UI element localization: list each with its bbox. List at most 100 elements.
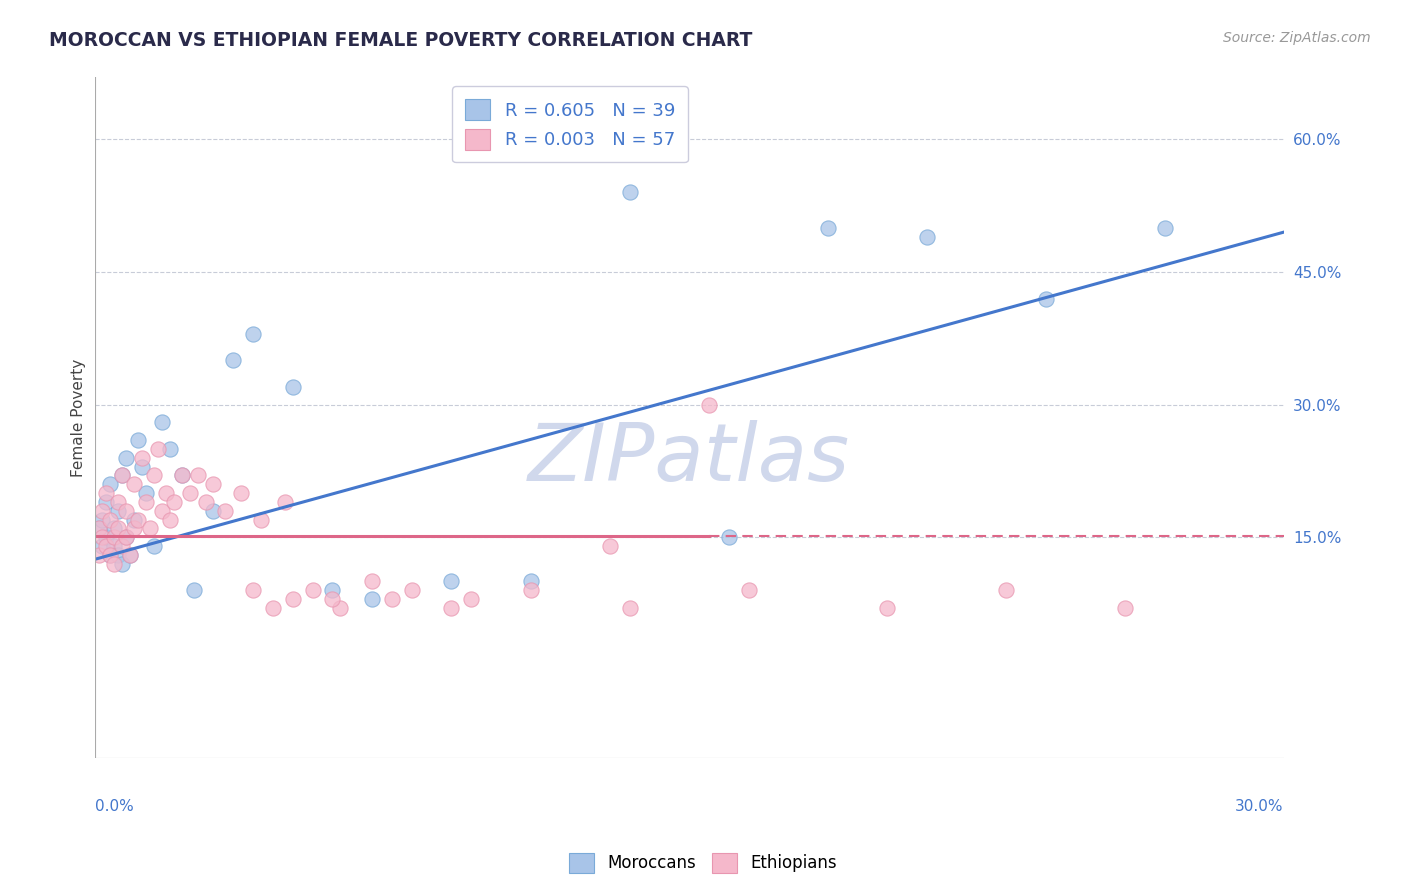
- Point: [96, 539, 118, 553]
- Point: [242, 583, 264, 598]
- Point: [122, 521, 145, 535]
- Point: [107, 548, 129, 562]
- Text: MOROCCAN VS ETHIOPIAN FEMALE POVERTY CORRELATION CHART: MOROCCAN VS ETHIOPIAN FEMALE POVERTY COR…: [49, 31, 752, 50]
- Point: [361, 574, 384, 589]
- Point: [96, 486, 118, 500]
- Point: [159, 512, 181, 526]
- Point: [111, 557, 134, 571]
- Point: [155, 486, 177, 500]
- Point: [103, 557, 125, 571]
- Text: 30.0%: 30.0%: [1234, 799, 1284, 814]
- Point: [170, 468, 193, 483]
- Point: [401, 583, 423, 598]
- Point: [170, 468, 193, 483]
- Point: [91, 504, 114, 518]
- Point: [103, 539, 125, 553]
- Point: [131, 459, 153, 474]
- Point: [440, 601, 463, 615]
- Text: ZIPatlas: ZIPatlas: [529, 420, 851, 498]
- Point: [915, 229, 938, 244]
- Point: [619, 601, 641, 615]
- Point: [91, 539, 114, 553]
- Point: [96, 495, 118, 509]
- Point: [100, 477, 122, 491]
- Point: [122, 512, 145, 526]
- Point: [187, 468, 209, 483]
- Point: [87, 548, 110, 562]
- Legend: Moroccans, Ethiopians: Moroccans, Ethiopians: [562, 847, 844, 880]
- Point: [100, 512, 122, 526]
- Point: [120, 548, 142, 562]
- Point: [103, 521, 125, 535]
- Point: [100, 548, 122, 562]
- Point: [995, 583, 1018, 598]
- Point: [301, 583, 323, 598]
- Point: [460, 592, 482, 607]
- Point: [146, 442, 169, 456]
- Point: [817, 220, 839, 235]
- Point: [274, 495, 297, 509]
- Point: [122, 477, 145, 491]
- Point: [139, 521, 162, 535]
- Point: [87, 521, 110, 535]
- Point: [281, 380, 304, 394]
- Point: [115, 504, 138, 518]
- Point: [619, 186, 641, 200]
- Point: [183, 583, 205, 598]
- Point: [202, 504, 225, 518]
- Point: [111, 539, 134, 553]
- Point: [96, 530, 118, 544]
- Point: [202, 477, 225, 491]
- Legend: R = 0.605   N = 39, R = 0.003   N = 57: R = 0.605 N = 39, R = 0.003 N = 57: [453, 87, 688, 162]
- Point: [131, 450, 153, 465]
- Point: [250, 512, 273, 526]
- Point: [179, 486, 201, 500]
- Point: [222, 353, 245, 368]
- Point: [107, 521, 129, 535]
- Point: [150, 415, 173, 429]
- Point: [107, 504, 129, 518]
- Point: [120, 548, 142, 562]
- Point: [440, 574, 463, 589]
- Point: [214, 504, 236, 518]
- Point: [159, 442, 181, 456]
- Point: [100, 548, 122, 562]
- Point: [1035, 292, 1057, 306]
- Point: [262, 601, 284, 615]
- Point: [91, 512, 114, 526]
- Point: [111, 468, 134, 483]
- Point: [127, 433, 149, 447]
- Point: [91, 530, 114, 544]
- Point: [107, 495, 129, 509]
- Point: [87, 521, 110, 535]
- Text: Source: ZipAtlas.com: Source: ZipAtlas.com: [1223, 31, 1371, 45]
- Point: [876, 601, 898, 615]
- Point: [321, 592, 343, 607]
- Point: [127, 512, 149, 526]
- Point: [143, 468, 166, 483]
- Point: [737, 583, 759, 598]
- Point: [242, 326, 264, 341]
- Text: 0.0%: 0.0%: [94, 799, 134, 814]
- Point: [381, 592, 404, 607]
- Point: [115, 530, 138, 544]
- Point: [361, 592, 384, 607]
- Point: [329, 601, 352, 615]
- Point: [1153, 220, 1175, 235]
- Point: [281, 592, 304, 607]
- Point: [1114, 601, 1136, 615]
- Point: [519, 574, 541, 589]
- Point: [599, 539, 621, 553]
- Point: [143, 539, 166, 553]
- Point: [135, 495, 157, 509]
- Point: [163, 495, 186, 509]
- Point: [231, 486, 253, 500]
- Point: [194, 495, 217, 509]
- Point: [111, 468, 134, 483]
- Point: [717, 530, 740, 544]
- Point: [519, 583, 541, 598]
- Point: [135, 486, 157, 500]
- Point: [103, 530, 125, 544]
- Point: [115, 450, 138, 465]
- Point: [321, 583, 343, 598]
